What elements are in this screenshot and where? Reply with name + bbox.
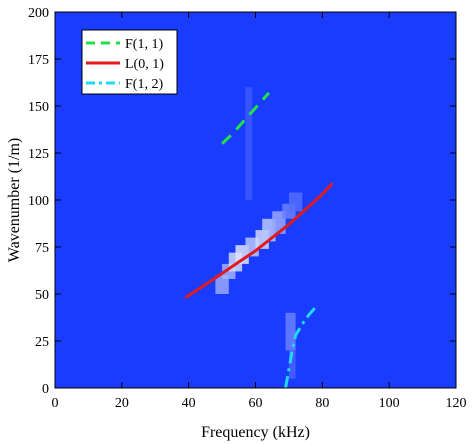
x-tick-label: 60 [249, 396, 263, 411]
y-tick-label: 125 [28, 147, 49, 162]
y-axis-label: Wavenumber (1/m) [6, 138, 23, 262]
heatmap-cell [245, 87, 253, 200]
y-tick-label: 50 [35, 288, 49, 303]
series-line-1 [221, 91, 270, 145]
legend-label-1: F(1, 1) [125, 37, 163, 52]
x-axis-label: Frequency (kHz) [201, 424, 310, 441]
y-tick-label: 200 [28, 6, 49, 21]
heatmap-cell [288, 192, 303, 212]
y-tick-label: 150 [28, 100, 49, 115]
heatmap-cell [285, 312, 296, 351]
x-tick-label: 0 [52, 396, 59, 411]
y-tick-label: 75 [35, 241, 49, 256]
x-tick-label: 80 [315, 396, 329, 411]
y-tick-label: 0 [42, 382, 49, 397]
x-tick-label: 120 [446, 396, 467, 411]
x-tick-label: 20 [115, 396, 129, 411]
x-tick-label: 100 [379, 396, 400, 411]
legend-label-2: L(0, 1) [125, 57, 164, 72]
y-tick-label: 25 [35, 335, 49, 350]
x-tick-label: 40 [182, 396, 196, 411]
heatmap-cell [215, 275, 229, 294]
y-tick-label: 175 [28, 53, 49, 68]
heatmap-cell [288, 350, 296, 379]
legend-label-3: F(1, 2) [125, 77, 163, 92]
series-line-3 [284, 306, 317, 388]
y-tick-label: 100 [28, 194, 49, 209]
series-line-2 [184, 182, 334, 300]
